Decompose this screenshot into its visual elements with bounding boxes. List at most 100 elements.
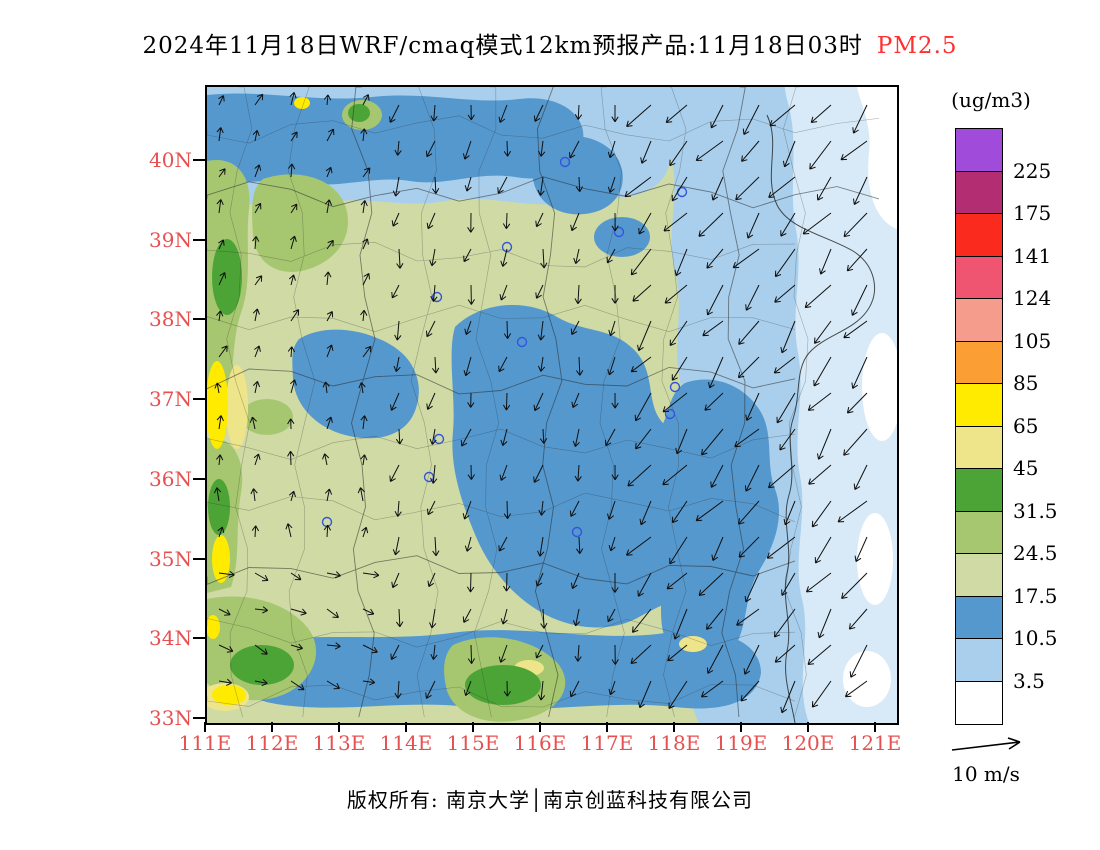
- lon-tick: [740, 722, 742, 732]
- lat-label-35N: 35N: [149, 546, 192, 571]
- admin-boundaries-layer: [207, 87, 880, 718]
- lat-tick: [193, 238, 205, 241]
- lat-tick: [193, 637, 205, 640]
- map-frame: [205, 85, 899, 725]
- city-marker: [433, 433, 445, 445]
- pm25-region: [226, 365, 248, 449]
- lon-label-118E: 118E: [647, 731, 701, 755]
- legend-boundary-label: 85: [1013, 371, 1039, 395]
- legend-units-label: (ug/m3): [951, 88, 1031, 112]
- copyright-footer: 版权所有: 南京大学│南京创蓝科技有限公司: [346, 788, 754, 812]
- legend-cell: [956, 341, 1002, 384]
- lon-tick: [874, 722, 876, 732]
- pm25-region: [212, 239, 242, 315]
- boundary-lines-path: [207, 87, 880, 718]
- lon-tick: [472, 722, 474, 732]
- lat-tick: [193, 398, 205, 401]
- legend-boundary-label: 24.5: [1013, 541, 1058, 565]
- chart-title: 2024年11月18日WRF/cmaq模式12km预报产品:11月18日03时 P…: [0, 26, 1100, 60]
- pm25-steel-blue-layer: [207, 93, 780, 710]
- lon-label-114E: 114E: [379, 731, 433, 755]
- chart-title-pollutant: PM2.5: [876, 33, 958, 59]
- lat-tick: [193, 159, 205, 161]
- lat-label-33N: 33N: [149, 706, 192, 730]
- legend-cell: [956, 469, 1002, 512]
- legend-boundary-label: 124: [1013, 286, 1052, 310]
- pm25-region: [594, 217, 650, 257]
- legend-boundary-label: 65: [1013, 413, 1039, 438]
- city-marker: [559, 156, 571, 168]
- lon-tick: [338, 722, 340, 732]
- lat-label-38N: 38N: [149, 307, 192, 332]
- lat-label-37N: 37N: [149, 387, 192, 412]
- lat-label-36N: 36N: [149, 466, 192, 491]
- lon-label-119E: 119E: [714, 731, 768, 755]
- legend-cell: [956, 129, 1002, 172]
- lon-tick: [405, 722, 407, 732]
- legend-cell: [956, 384, 1002, 427]
- legend-boundary-label: 31.5: [1013, 498, 1058, 523]
- lat-label-34N: 34N: [149, 626, 192, 651]
- city-marker: [431, 291, 443, 303]
- lat-label-39N: 39N: [149, 227, 192, 252]
- legend-cell: [956, 214, 1002, 257]
- pm25-region: [207, 615, 220, 639]
- city-marker: [571, 526, 583, 538]
- legend-cell: [956, 256, 1002, 299]
- city-marker: [664, 408, 676, 420]
- pm25-region: [531, 136, 623, 215]
- legend-boundary-label: 105: [1013, 328, 1052, 353]
- lon-label-113E: 113E: [312, 731, 366, 755]
- pm25-region: [465, 665, 541, 705]
- lon-label-117E: 117E: [580, 731, 634, 755]
- legend-boundary-label: 175: [1013, 201, 1052, 225]
- lon-label-116E: 116E: [513, 731, 567, 755]
- wind-scale-arrow-icon: [951, 737, 1021, 751]
- legend-cell: [956, 639, 1002, 682]
- lat-tick: [193, 318, 205, 321]
- legend-cell: [956, 554, 1002, 597]
- boundary-lines-path: [207, 87, 880, 718]
- pm25-region: [212, 535, 230, 583]
- lat-label-40N: 40N: [149, 148, 192, 172]
- lon-tick: [539, 722, 541, 732]
- pm25-region: [843, 651, 891, 707]
- legend-cell: [956, 299, 1002, 342]
- city-marker: [669, 381, 681, 393]
- city-markers-layer: [321, 156, 688, 538]
- lon-tick: [606, 722, 608, 732]
- pm25-region: [348, 104, 370, 122]
- pm25-region: [241, 399, 293, 435]
- pm25-region: [292, 329, 419, 439]
- pm25-region: [857, 87, 897, 229]
- wind-vector-layer: [213, 92, 868, 714]
- legend-boundary-label: 141: [1013, 243, 1052, 268]
- legend-cell: [956, 171, 1002, 214]
- lon-label-121E: 121E: [848, 731, 902, 755]
- lon-tick: [807, 722, 809, 732]
- pm25-region: [857, 513, 893, 605]
- pm25-white-layer: [843, 87, 897, 707]
- pm25-region: [207, 361, 228, 449]
- lon-tick: [204, 722, 206, 732]
- legend-boundary-label: 17.5: [1013, 583, 1058, 608]
- wind-scale: 10 m/s: [938, 734, 1034, 786]
- lon-label-120E: 120E: [781, 731, 835, 755]
- lat-tick: [193, 557, 205, 560]
- city-marker: [501, 241, 513, 253]
- color-legend: 225 175 141 124 105 85 65 45 31.5 24.5 17.5 10.5 3.5: [955, 128, 1058, 725]
- wind-scale-label: 10 m/s: [952, 762, 1020, 786]
- lat-tick: [193, 717, 205, 719]
- city-marker: [613, 226, 625, 238]
- legend-boundary-label: 45: [1013, 456, 1039, 480]
- legend-cell: [956, 426, 1002, 469]
- pm25-region: [208, 479, 230, 535]
- legend-boundary-label: 10.5: [1013, 626, 1058, 650]
- legend-boundary-label: 3.5: [1013, 668, 1045, 693]
- pm25-region: [212, 685, 246, 705]
- lon-label-115E: 115E: [446, 731, 500, 755]
- pm25-region: [207, 93, 584, 185]
- wind-arrows-path: [213, 92, 868, 714]
- chart-title-text: 2024年11月18日WRF/cmaq模式12km预报产品:11月18日03时: [142, 33, 863, 59]
